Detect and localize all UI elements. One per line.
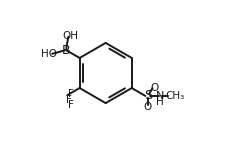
Text: S: S (144, 89, 152, 102)
Text: CH₃: CH₃ (165, 91, 185, 101)
Text: F: F (66, 95, 72, 105)
Text: F: F (68, 100, 73, 110)
Text: B: B (62, 44, 70, 57)
Text: H: H (156, 97, 164, 107)
Text: O: O (143, 102, 151, 112)
Text: N: N (156, 91, 164, 101)
Text: O: O (150, 83, 158, 93)
Text: F: F (68, 89, 74, 99)
Text: HO: HO (41, 49, 57, 59)
Text: OH: OH (62, 31, 78, 41)
